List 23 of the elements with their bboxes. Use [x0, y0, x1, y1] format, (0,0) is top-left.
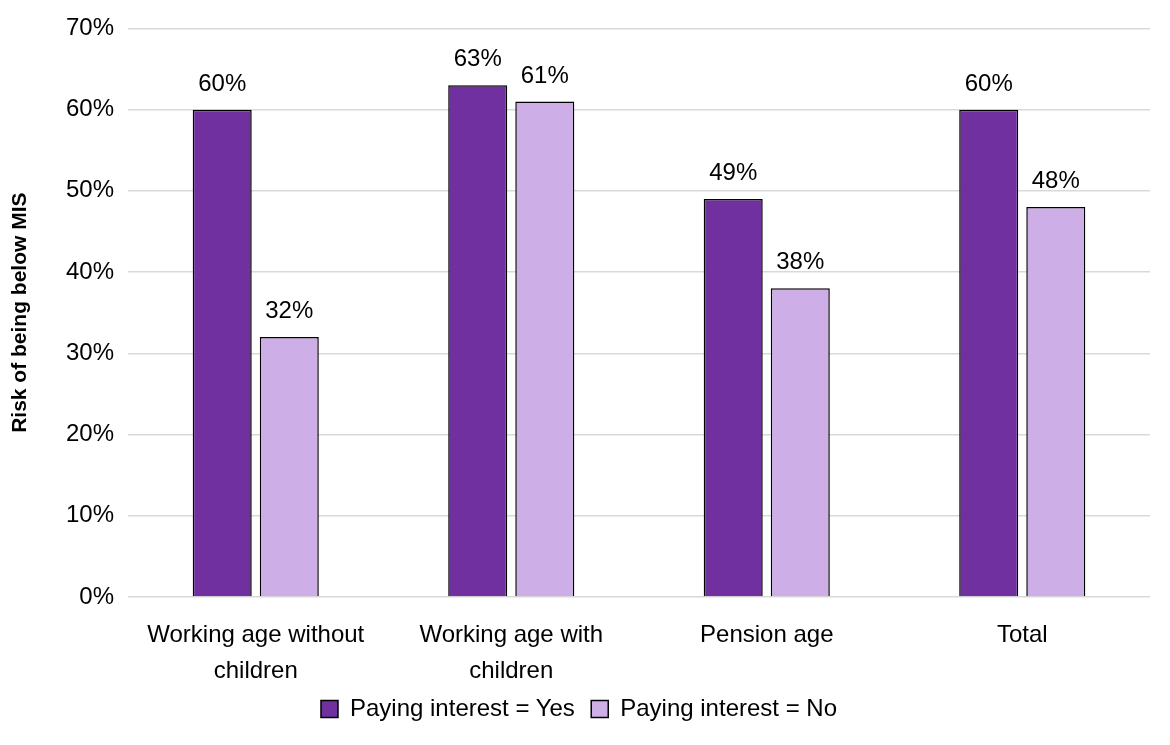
- legend-label: Paying interest = No: [620, 693, 838, 721]
- legend-label: Paying interest = Yes: [349, 693, 575, 721]
- y-tick-label: 50%: [65, 175, 114, 203]
- data-label: 49%: [709, 157, 758, 185]
- x-tick-label: Working age with children: [419, 619, 604, 683]
- y-tick-label: 10%: [65, 500, 114, 528]
- y-tick-label: 40%: [65, 256, 114, 284]
- data-label: 63%: [453, 44, 502, 72]
- y-tick-label: 30%: [65, 337, 114, 365]
- x-tick-label: Total: [996, 619, 1048, 647]
- data-label: 32%: [265, 296, 314, 324]
- y-tick-label: 20%: [65, 419, 114, 447]
- y-tick-label: 70%: [65, 13, 114, 41]
- data-label: 61%: [520, 60, 569, 88]
- data-label: 60%: [198, 68, 247, 96]
- y-tick-label: 60%: [65, 94, 114, 122]
- data-label: 38%: [776, 247, 825, 275]
- data-label: 48%: [1031, 166, 1080, 194]
- x-tick-label: Working age without children: [147, 619, 365, 683]
- data-label: 60%: [964, 68, 1013, 96]
- y-tick-label: 0%: [79, 581, 114, 609]
- y-axis-title: Risk of being below MIS: [7, 192, 31, 433]
- x-tick-label: Pension age: [700, 619, 834, 647]
